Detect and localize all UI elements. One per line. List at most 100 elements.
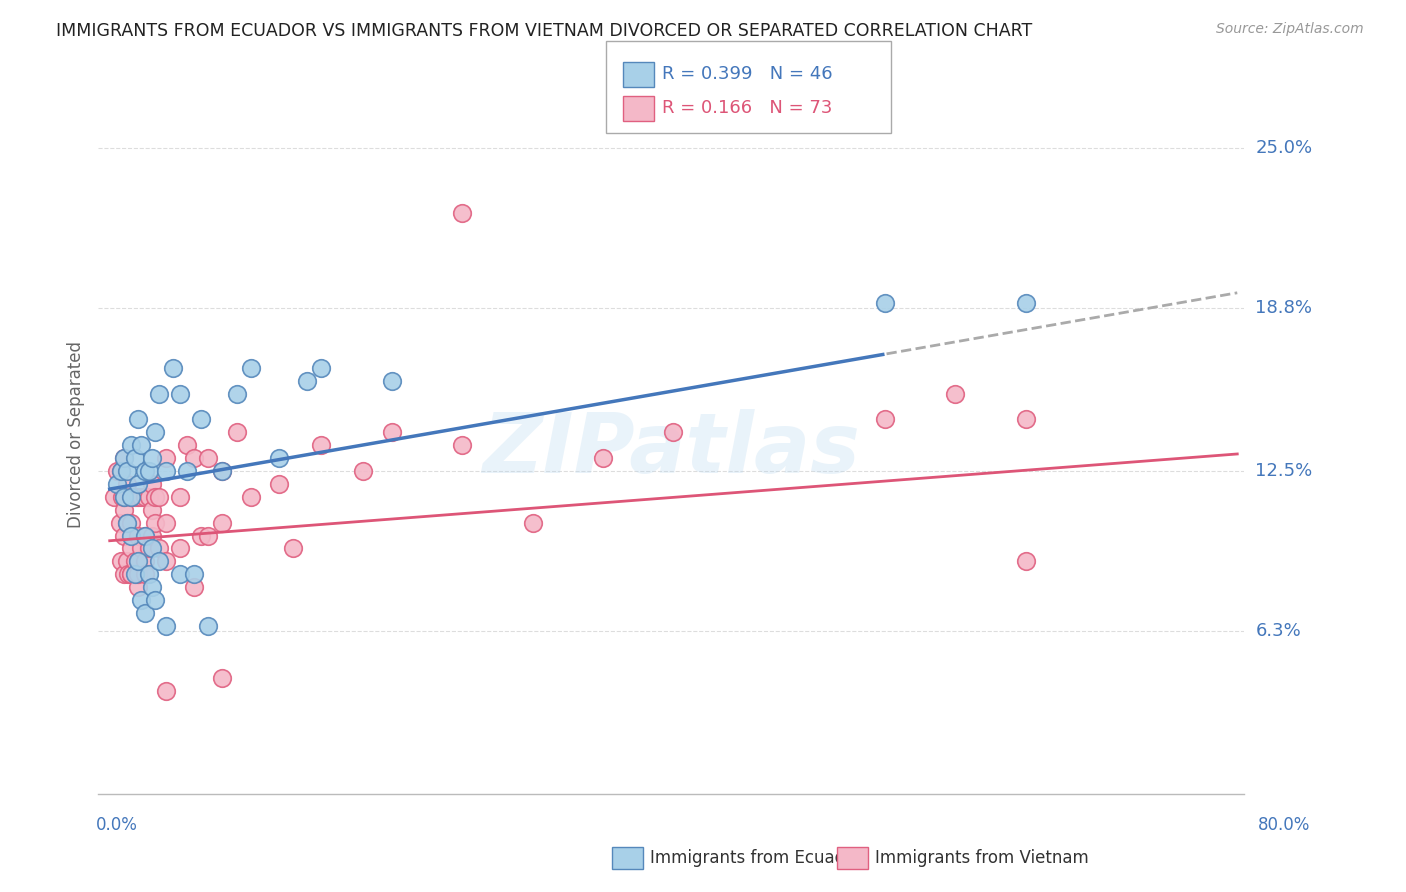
Point [120,567,142,582]
Point [143,516,166,530]
Point [138,490,160,504]
Point [129,438,152,452]
Point [155,683,177,698]
Text: 18.8%: 18.8% [1256,300,1312,318]
Text: Immigrants from Vietnam: Immigrants from Vietnam [875,849,1088,867]
Point [124,554,146,568]
Point [134,567,156,582]
Point [124,567,146,582]
Text: Immigrants from Ecuador: Immigrants from Ecuador [650,849,862,867]
Point [211,671,233,685]
Point [662,425,685,440]
Point [108,516,131,530]
Point [155,464,177,478]
Point [127,490,149,504]
Point [110,464,132,478]
Point [112,528,135,542]
Text: ZIPatlas: ZIPatlas [482,409,860,490]
Point [162,360,184,375]
Point [124,490,146,504]
Point [381,425,404,440]
Point [127,554,149,568]
Text: R = 0.166   N = 73: R = 0.166 N = 73 [662,99,832,117]
Point [143,425,166,440]
Point [120,541,142,556]
Point [155,516,177,530]
Point [267,451,290,466]
Text: 0.0%: 0.0% [96,816,138,834]
Point [112,451,135,466]
Point [148,386,170,401]
Text: 6.3%: 6.3% [1256,622,1301,640]
Point [309,360,332,375]
Point [105,464,128,478]
Point [141,528,163,542]
Point [134,528,156,542]
Point [120,516,142,530]
Point [134,606,156,620]
Point [134,554,156,568]
Point [225,425,247,440]
Point [148,554,170,568]
Point [111,490,134,504]
Point [120,438,142,452]
Point [183,580,205,594]
Point [141,502,163,516]
Point [117,567,139,582]
Point [127,477,149,491]
Point [943,386,966,401]
Point [115,554,138,568]
Point [176,464,198,478]
Point [295,374,318,388]
Point [127,567,149,582]
Point [141,451,163,466]
Point [211,464,233,478]
Point [451,438,474,452]
Point [381,374,404,388]
Text: 25.0%: 25.0% [1256,139,1313,157]
Point [197,528,219,542]
Point [197,619,219,633]
Point [169,541,191,556]
Point [873,296,896,310]
Point [127,528,149,542]
Point [155,554,177,568]
Point [143,593,166,607]
Point [148,541,170,556]
Point [211,464,233,478]
Point [127,580,149,594]
Point [138,567,160,582]
Point [134,490,156,504]
Y-axis label: Divorced or Separated: Divorced or Separated [66,342,84,528]
Point [134,464,156,478]
Point [522,516,544,530]
Text: 12.5%: 12.5% [1256,462,1313,480]
Point [141,477,163,491]
Point [183,567,205,582]
Point [169,386,191,401]
Text: R = 0.399   N = 46: R = 0.399 N = 46 [662,65,832,83]
Point [1015,554,1038,568]
Text: 80.0%: 80.0% [1258,816,1310,834]
Point [115,516,138,530]
Point [112,567,135,582]
Point [112,490,135,504]
Point [1015,412,1038,426]
Point [127,554,149,568]
Point [873,412,896,426]
Point [138,541,160,556]
Point [120,490,142,504]
Point [239,360,262,375]
Point [110,554,132,568]
Point [129,490,152,504]
Point [1015,296,1038,310]
Point [267,477,290,491]
Point [112,490,135,504]
Point [112,502,135,516]
Point [169,490,191,504]
Point [309,438,332,452]
Point [281,541,304,556]
Point [120,567,142,582]
Point [169,567,191,582]
Point [225,386,247,401]
